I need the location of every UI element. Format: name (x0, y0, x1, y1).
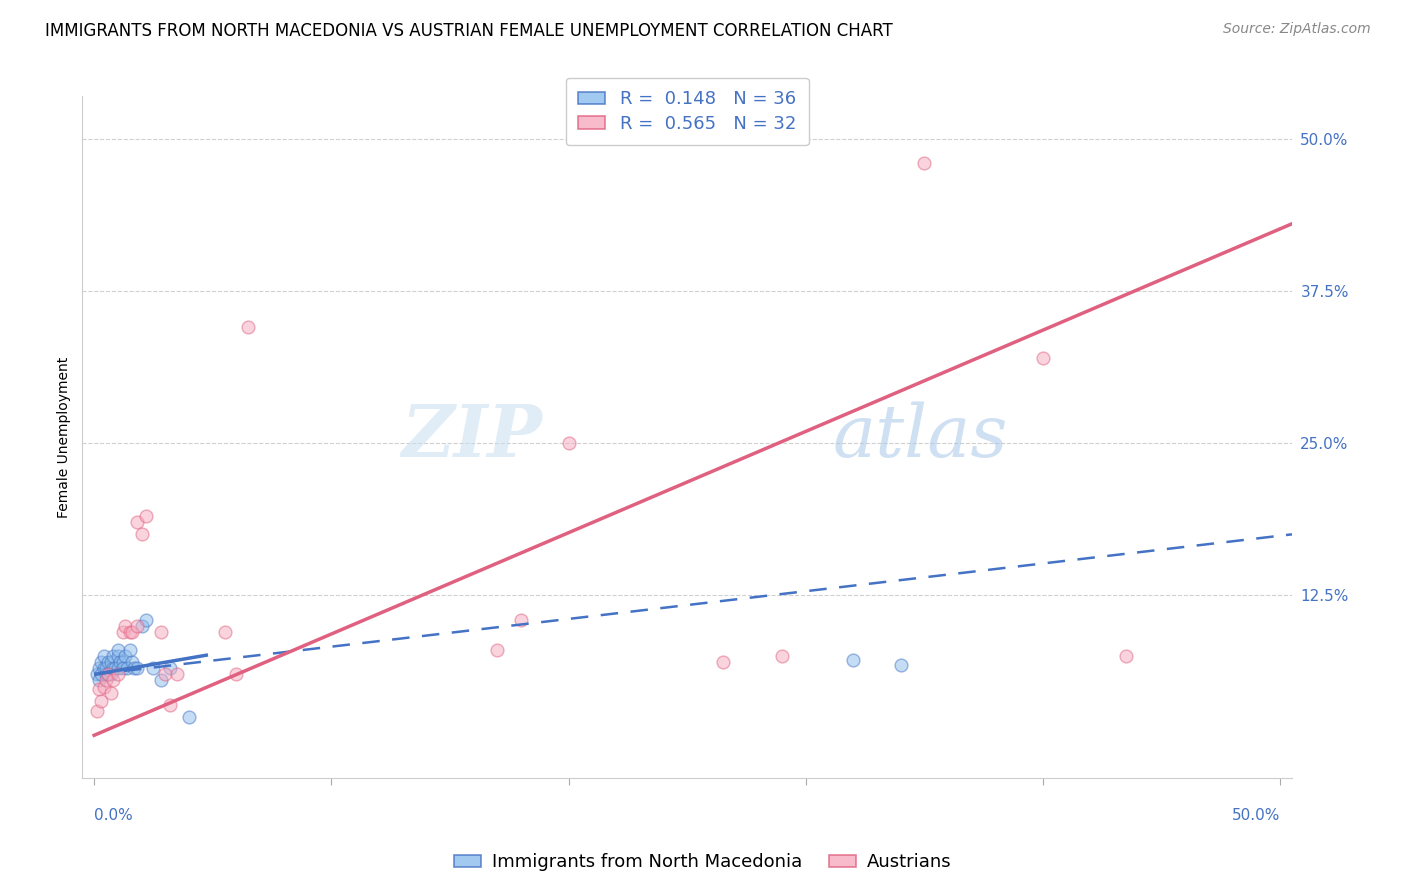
Point (118, 643, 141, 657)
Point (93, 649, 115, 664)
Point (510, 613, 533, 627)
Point (135, 509, 157, 524)
Point (93, 680, 115, 694)
Text: Source: ZipAtlas.com: Source: ZipAtlas.com (1223, 22, 1371, 37)
Point (125, 515, 148, 529)
Text: ZIP: ZIP (401, 401, 541, 473)
Point (87, 661, 110, 675)
Point (87, 681, 110, 696)
Point (159, 698, 181, 712)
Point (557, 436, 579, 450)
Point (114, 618, 136, 632)
Point (142, 661, 165, 675)
Point (1115, 649, 1137, 664)
Point (890, 657, 912, 672)
Point (111, 661, 134, 675)
Point (86, 667, 108, 681)
Point (90, 667, 112, 681)
Point (149, 624, 172, 639)
Point (159, 661, 181, 675)
Point (100, 655, 122, 669)
Point (100, 667, 122, 681)
Point (111, 655, 134, 669)
Point (117, 661, 139, 675)
Point (111, 624, 134, 639)
Text: 0.0%: 0.0% (94, 808, 134, 823)
Point (97, 667, 120, 681)
Point (711, 655, 734, 669)
Point (155, 667, 177, 681)
Point (107, 649, 129, 664)
Point (94, 667, 117, 681)
Text: 50.0%: 50.0% (1232, 808, 1279, 823)
Point (125, 618, 148, 632)
Point (238, 320, 260, 334)
Point (124, 661, 146, 675)
Text: atlas: atlas (832, 401, 1008, 472)
Point (225, 667, 247, 681)
Point (97, 667, 120, 681)
Legend: Immigrants from North Macedonia, Austrians: Immigrants from North Macedonia, Austria… (447, 847, 959, 879)
Point (110, 655, 132, 669)
Point (114, 649, 136, 664)
Point (94, 661, 117, 675)
Point (90, 694, 112, 708)
Point (100, 686, 122, 700)
Point (131, 527, 153, 541)
Point (101, 661, 124, 675)
Point (101, 649, 124, 664)
Point (121, 624, 143, 639)
Point (770, 649, 793, 664)
Point (842, 653, 865, 667)
Point (486, 643, 509, 657)
Point (149, 673, 172, 688)
Point (94, 673, 117, 688)
Point (118, 624, 141, 639)
Point (107, 643, 129, 657)
Point (177, 710, 200, 724)
Point (166, 667, 188, 681)
Point (107, 661, 129, 675)
Point (86, 704, 108, 718)
Point (131, 618, 153, 632)
Point (104, 661, 127, 675)
Point (90, 655, 112, 669)
Y-axis label: Female Unemployment: Female Unemployment (58, 356, 72, 517)
Point (93, 661, 115, 675)
Legend: R =  0.148   N = 36, R =  0.565   N = 32: R = 0.148 N = 36, R = 0.565 N = 32 (565, 78, 808, 145)
Text: IMMIGRANTS FROM NORTH MACEDONIA VS AUSTRIAN FEMALE UNEMPLOYMENT CORRELATION CHAR: IMMIGRANTS FROM NORTH MACEDONIA VS AUSTR… (45, 22, 893, 40)
Point (87, 673, 110, 688)
Point (135, 613, 157, 627)
Point (1032, 351, 1054, 365)
Point (101, 673, 124, 688)
Point (125, 661, 148, 675)
Point (107, 667, 129, 681)
Point (912, 156, 935, 170)
Point (97, 655, 120, 669)
Point (214, 624, 236, 639)
Point (121, 655, 143, 669)
